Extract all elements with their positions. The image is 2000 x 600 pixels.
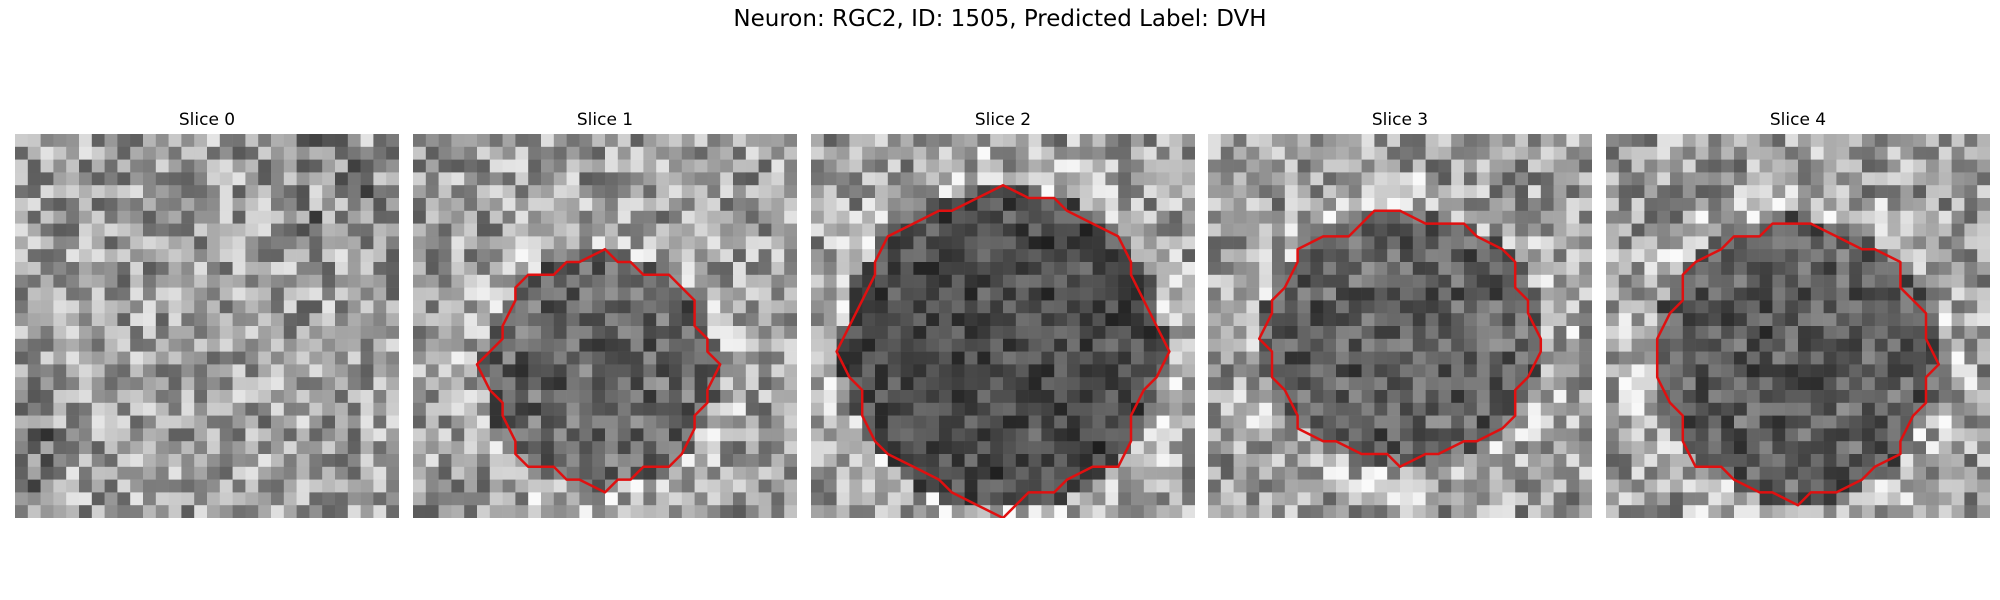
slice-image-2 <box>811 134 1195 518</box>
slice-panel-2: Slice 2 <box>811 108 1195 518</box>
slice-panel-4: Slice 4 <box>1606 108 1990 518</box>
slice-panel-3: Slice 3 <box>1208 108 1592 518</box>
contour-outline-4 <box>1655 222 1941 507</box>
slice-title-1: Slice 1 <box>576 110 634 130</box>
slice-title-3: Slice 3 <box>1371 110 1429 130</box>
figure-title: Neuron: RGC2, ID: 1505, Predicted Label:… <box>733 6 1267 32</box>
slice-image-3 <box>1208 134 1592 518</box>
contour-outline-3 <box>1257 209 1543 469</box>
contour-outline-2 <box>835 183 1171 518</box>
slice-image-1 <box>413 134 797 518</box>
slice-title-2: Slice 2 <box>974 110 1032 130</box>
slice-panel-1: Slice 1 <box>413 108 797 518</box>
slice-panel-0: Slice 0 <box>15 108 399 518</box>
slice-title-4: Slice 4 <box>1769 110 1827 130</box>
slice-image-4 <box>1606 134 1990 518</box>
contour-outline-1 <box>475 247 722 494</box>
slice-title-0: Slice 0 <box>178 110 236 130</box>
slice-image-0 <box>15 134 399 518</box>
